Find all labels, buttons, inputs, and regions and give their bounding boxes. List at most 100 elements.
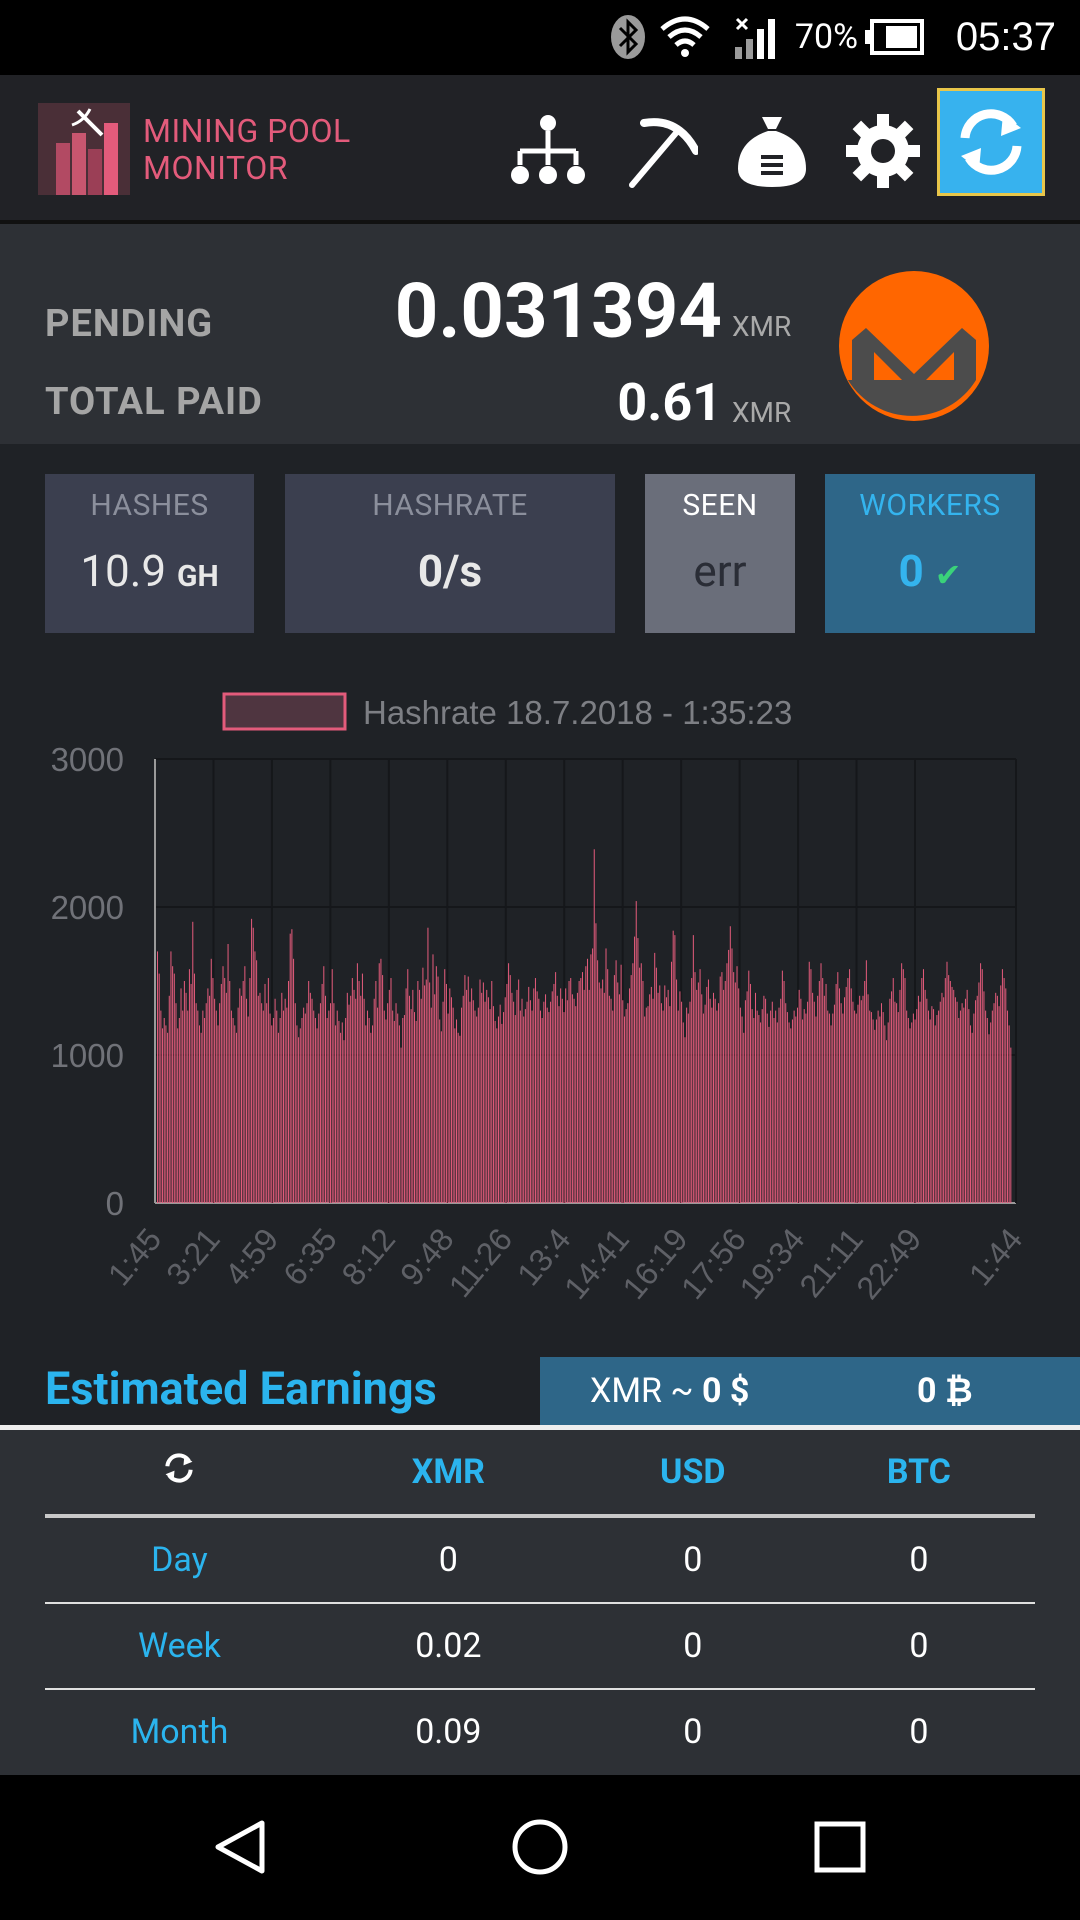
seen-tile: SEEN err xyxy=(645,474,795,633)
chart-bar xyxy=(672,930,674,1203)
chart-bar xyxy=(618,994,620,1203)
chart-bar xyxy=(548,1012,550,1203)
chart-bar xyxy=(872,1019,874,1203)
chart-bar xyxy=(790,1028,792,1203)
chart-bar xyxy=(462,995,464,1203)
workers-tile[interactable]: WORKERS 0 ✔ xyxy=(825,474,1035,633)
chart-bar xyxy=(435,966,437,1203)
chart-bar xyxy=(316,1028,318,1203)
chart-bar xyxy=(914,1019,916,1203)
chart-x-axis: 1:453:214:596:358:129:4811:2613:414:4116… xyxy=(101,1221,1030,1305)
chart-bar xyxy=(973,1013,975,1203)
chart-bar xyxy=(847,978,849,1203)
chart-bar xyxy=(959,1010,961,1203)
gear-icon[interactable] xyxy=(835,103,931,199)
chart-bar xyxy=(220,983,222,1203)
earnings-panel: XMR USD BTC Day 0 0 0 Week 0.02 0 0 Mont… xyxy=(0,1430,1080,1775)
chart-bar xyxy=(219,1003,221,1203)
hashrate-label: HASHRATE xyxy=(372,488,528,523)
chart-bar xyxy=(340,1032,342,1203)
chart-bar xyxy=(917,995,919,1203)
money-bag-icon[interactable] xyxy=(724,103,820,199)
app-title-line2: MONITOR xyxy=(143,149,288,187)
chart-bar xyxy=(980,963,982,1203)
chart-bar xyxy=(602,979,604,1203)
refresh-button[interactable] xyxy=(937,88,1045,196)
chart-bar xyxy=(749,983,751,1203)
chart-bar xyxy=(892,978,894,1203)
app-title-line1: MINING POOL xyxy=(143,112,351,150)
chart-bar xyxy=(832,1013,834,1203)
chart-bar xyxy=(445,983,447,1203)
chart-bar xyxy=(986,1018,988,1203)
chart-bar xyxy=(383,1010,385,1203)
chart-bar xyxy=(689,1001,691,1203)
chart-bar xyxy=(874,1029,876,1203)
chart-bar xyxy=(707,979,709,1203)
chart-bar xyxy=(1003,978,1005,1203)
earnings-refresh-button[interactable] xyxy=(45,1430,314,1518)
chart-bar xyxy=(346,992,348,1203)
chart-bar xyxy=(407,969,409,1203)
chart-bar xyxy=(726,963,728,1203)
chart-bar xyxy=(197,1010,199,1203)
chart-bar xyxy=(422,967,424,1203)
chart-bar xyxy=(538,998,540,1203)
chart-bar xyxy=(585,966,587,1203)
chart-bar xyxy=(405,988,407,1203)
chart-bar xyxy=(551,991,553,1203)
chart-bar xyxy=(378,963,380,1203)
chart-bar xyxy=(173,973,175,1203)
hashes-number: 10.9 xyxy=(80,545,167,597)
recents-button[interactable] xyxy=(795,1802,885,1892)
chart-bar xyxy=(711,1007,713,1203)
home-button[interactable] xyxy=(495,1802,585,1892)
chart-bar xyxy=(177,1028,179,1203)
chart-bar xyxy=(1001,969,1003,1203)
chart-bar xyxy=(677,1010,679,1203)
chart-bar xyxy=(513,1001,515,1203)
chart-bar xyxy=(634,936,636,1203)
chart-bar xyxy=(204,1018,206,1203)
chart-bar xyxy=(167,1032,169,1203)
chart-bar xyxy=(434,994,436,1203)
chart-bar xyxy=(580,978,582,1203)
chart-bar xyxy=(1006,1010,1008,1203)
pickaxe-icon[interactable] xyxy=(612,103,708,199)
hierarchy-icon[interactable] xyxy=(500,103,596,199)
chart-bar xyxy=(788,1022,790,1203)
back-button[interactable] xyxy=(195,1802,285,1892)
chart-bar xyxy=(474,1010,476,1203)
chart-bar xyxy=(499,1004,501,1203)
chart-bar xyxy=(165,1025,167,1203)
chart-bar xyxy=(632,963,634,1203)
chart-bar xyxy=(583,989,585,1203)
chart-bar xyxy=(938,1010,940,1203)
chart-bar xyxy=(622,1000,624,1203)
pending-unit: XMR xyxy=(732,310,792,343)
hashes-unit: GH xyxy=(177,559,219,594)
x-tick-label: 17:56 xyxy=(674,1221,753,1305)
chart-bar xyxy=(168,995,170,1203)
chart-bar xyxy=(879,1016,881,1203)
chart-bar xyxy=(298,1037,300,1203)
chart-bar xyxy=(563,1012,565,1203)
hashrate-chart: 3000 2000 1000 0 1:453:214:596:358:129:4811… xyxy=(51,692,1030,1306)
chart-bar xyxy=(494,1020,496,1203)
chart-bar xyxy=(239,988,241,1203)
chart-bar xyxy=(417,981,419,1203)
chart-bar xyxy=(387,1003,389,1203)
chart-bar xyxy=(818,981,820,1203)
chart-bar xyxy=(983,991,985,1203)
chart-bar xyxy=(854,1010,856,1203)
chart-bar xyxy=(781,970,783,1203)
x-tick-label: 19:34 xyxy=(732,1221,811,1305)
chart-bar xyxy=(188,969,190,1203)
chart-bar xyxy=(202,1010,204,1203)
chart-bar xyxy=(249,978,251,1203)
chart-bar xyxy=(660,1003,662,1203)
chart-bar xyxy=(200,1032,202,1203)
chart-bar xyxy=(607,969,609,1203)
chart-bar xyxy=(603,992,605,1203)
chart-bar xyxy=(242,981,244,1203)
